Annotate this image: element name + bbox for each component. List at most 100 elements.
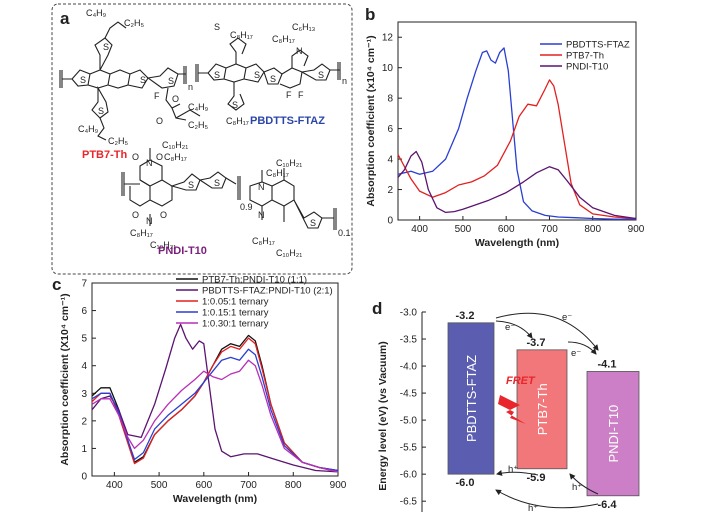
hole-label-1: h⁺ xyxy=(508,464,518,475)
y-tick-label: 6 xyxy=(387,124,393,135)
lumo-label-0: -3.2 xyxy=(456,310,475,322)
y-tick-label: 10 xyxy=(382,63,394,74)
pndi-s-1: S xyxy=(188,180,194,190)
x-axis-label: Wavelength (nm) xyxy=(475,237,559,249)
y-axis-label: Absorption coefficient (x10⁴ cm⁻¹) xyxy=(365,35,377,206)
pndi-n-a: N xyxy=(146,158,153,168)
pndi-c8h17-d: C₈H₁₇ xyxy=(252,236,275,246)
pndi-n-c: N xyxy=(258,182,265,192)
y-tick-label: 7 xyxy=(81,279,87,290)
ptb7-th-name: PTB7-Th xyxy=(82,149,128,161)
ptb7-s-3: S xyxy=(168,76,174,86)
legend-label-0: PTB7-Th:PNDI-T10 (1:1) xyxy=(202,275,307,286)
series-line-1 xyxy=(397,79,637,220)
series-line-2 xyxy=(397,150,637,220)
ptb7-c4h9-top: C₄H₉ xyxy=(86,8,107,18)
electron-arrow-1 xyxy=(495,320,533,339)
y-tick-label: 6 xyxy=(81,306,87,317)
pndi-frac-09: 0.9 xyxy=(240,202,253,212)
ftaz-c8h17-mid: C₈H₁₇ xyxy=(272,34,295,44)
pndi-s-2: S xyxy=(214,178,220,188)
hole-arrow-2 xyxy=(569,473,599,495)
ftaz-s-bot: S xyxy=(232,100,238,110)
ftaz-n-sub: n xyxy=(342,76,347,86)
ptb7-n: n xyxy=(188,82,193,92)
x-tick-label: 500 xyxy=(455,224,472,235)
series-line-3 xyxy=(91,348,339,472)
ptb7-c2h5-bot: C₂H₅ xyxy=(108,136,128,146)
x-tick-label: 400 xyxy=(106,480,123,491)
pndi-n-d: N xyxy=(258,210,265,220)
x-tick-label: 600 xyxy=(498,224,515,235)
ptb7-th-structure: C₄H₉ C₂H₅ S S S S n F O O S C₄H₉ C₂H₅ C₄… xyxy=(59,8,209,161)
energy-bar-name-1: PTB7-Th xyxy=(535,383,550,435)
ptb7-c2h5-right: C₂H₅ xyxy=(188,120,208,130)
pndi-o-b: O xyxy=(156,152,163,162)
legend-label-1: PBDTTS-FTAZ:PNDI-T10 (2:1) xyxy=(202,286,333,297)
ptb7-c2h5-top: C₂H₅ xyxy=(124,18,144,28)
pndi-t10-name: PNDI-T10 xyxy=(158,245,207,257)
pndi-c10h21-b: C₁₀H₂₁ xyxy=(150,240,176,250)
y-tick-label: 8 xyxy=(387,94,393,105)
pndi-c8h17-b: C₈H₁₇ xyxy=(130,228,153,238)
chart-b: 400 500 600 700 800 900 0 2 4 6 8 10 12 Wavelength (n… xyxy=(365,21,645,249)
pndi-o-c: O xyxy=(132,210,139,220)
y-tick-label: 4 xyxy=(387,155,393,166)
homo-label-0: -6.0 xyxy=(456,477,475,489)
pndi-o-d: O xyxy=(160,210,167,220)
ftaz-c8h17-top: C₈H₁₇ xyxy=(230,30,253,40)
pbdtts-ftaz-structure: S C₈H₁₇ C₆H₁₃ C₈H₁₇ N S S S S n F F S C₈… xyxy=(195,22,347,127)
series-line-1 xyxy=(91,323,339,473)
y-tick-label: 2 xyxy=(81,416,87,427)
ftaz-c8h17-bot: C₈H₁₇ xyxy=(226,116,249,126)
energy-bar-0 xyxy=(447,322,495,475)
ftaz-f1: F xyxy=(286,90,292,100)
legend-label-3: 1:0.15:1 ternary xyxy=(202,308,269,319)
fret-lightning-icon xyxy=(498,395,526,424)
panel-a: a C₄H₉ C₂H₅ S S S S n F O O S xyxy=(51,3,353,275)
x-axis-label: Wavelength (nm) xyxy=(173,493,257,505)
pndi-c10h21-c: C₁₀H₂₁ xyxy=(276,158,302,168)
x-tick-label: 600 xyxy=(195,480,212,491)
panel-a-frame xyxy=(51,3,353,275)
series-line-0 xyxy=(91,334,339,472)
x-tick-label: 500 xyxy=(151,480,168,491)
pndi-c10h21-d: C₁₀H₂₁ xyxy=(276,248,302,258)
energy-bar-name-2: PNDI-T10 xyxy=(606,405,621,463)
ptb7-s-2: S xyxy=(140,75,146,85)
ptb7-c4h9-bot: C₄H₉ xyxy=(78,124,99,134)
y-tick-label: -4.0 xyxy=(400,362,418,373)
legend-label-0: PBDTTS-FTAZ xyxy=(566,40,630,51)
hole-label-3: h⁺ xyxy=(528,503,538,514)
ftaz-n: N xyxy=(296,46,303,56)
series-line-4 xyxy=(91,359,339,473)
x-tick-label: 800 xyxy=(285,480,302,491)
panel-b: b 400 500 600 700 800 900 0 2 4 6 8 10 12 Wavelength … xyxy=(365,5,645,249)
legend-label-2: PNDI-T10 xyxy=(566,62,608,73)
pndi-n-b: N xyxy=(146,216,153,226)
ftaz-s-top: S xyxy=(214,22,220,32)
pndi-c8h17-a: C₈H₁₇ xyxy=(164,152,187,162)
y-tick-label: -6.0 xyxy=(400,470,418,481)
pndi-c8h17-c: C₈H₁₇ xyxy=(266,168,289,178)
energy-bar-name-0: PBDTTS-FTAZ xyxy=(464,355,479,442)
chart-c: 400 500 600 700 800 900 0 1 2 3 4 5 6 7 Wavelength (nm… xyxy=(59,275,347,506)
x-tick-label: 400 xyxy=(411,224,428,235)
ftaz-s-2: S xyxy=(254,70,260,80)
ptb7-o2: O xyxy=(172,94,179,104)
ptb7-s-top: S xyxy=(103,42,109,52)
x-tick-label: 700 xyxy=(240,480,257,491)
pndi-c10h21-a: C₁₀H₂₁ xyxy=(162,140,188,150)
energy-bar-1 xyxy=(516,349,568,470)
panel-c-letter: c xyxy=(52,275,61,294)
y-tick-label: -5.0 xyxy=(400,416,418,427)
ptb7-o1: O xyxy=(156,116,163,126)
panel-b-letter: b xyxy=(365,5,375,24)
y-tick-label: -6.5 xyxy=(400,497,418,508)
y-tick-label: -3.5 xyxy=(400,335,418,346)
x-tick-label: 800 xyxy=(584,224,601,235)
ftaz-s-3: S xyxy=(270,74,276,84)
y-tick-label: -3.0 xyxy=(400,308,418,319)
x-tick-label: 700 xyxy=(541,224,558,235)
